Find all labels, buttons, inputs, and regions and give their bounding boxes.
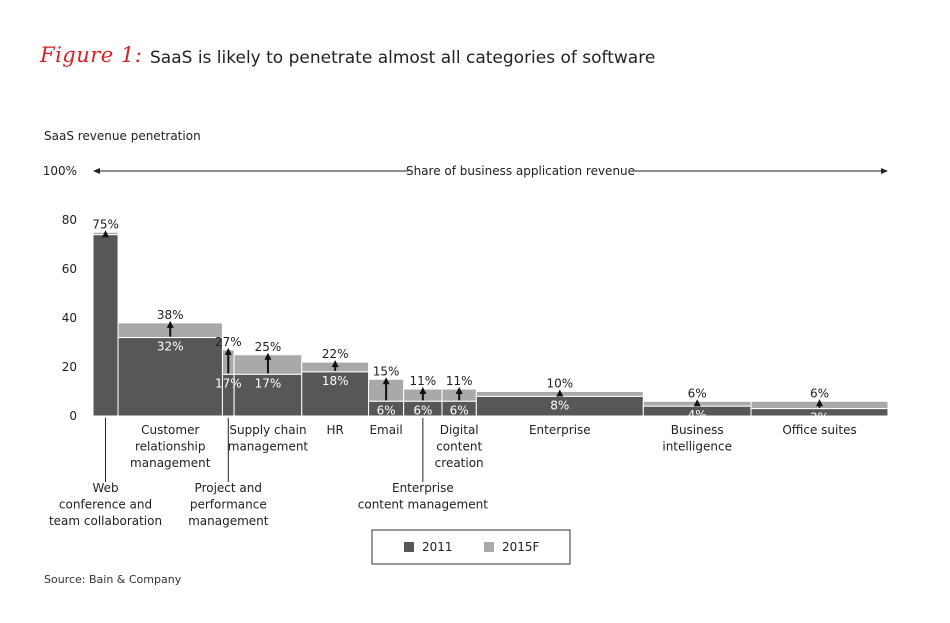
data-label-2011: 6% — [413, 403, 432, 417]
category-label: creation — [435, 456, 484, 470]
y-tick-label: 80 — [62, 213, 77, 227]
category-label: management — [228, 440, 309, 454]
growth-arrow-head — [102, 230, 110, 238]
category-label: Enterprise — [392, 481, 454, 495]
bar-2011-segment — [301, 371, 370, 417]
category-label: management — [188, 514, 269, 528]
bar-2011-segment — [92, 234, 119, 417]
category-label: content management — [358, 498, 488, 512]
y-tick-label: 20 — [62, 360, 77, 374]
legend-swatch-2011 — [404, 542, 414, 552]
data-label-2015: 25% — [255, 340, 282, 354]
data-label-2011: 8% — [550, 398, 569, 412]
growth-arrow-head — [166, 320, 174, 328]
arrowhead-left — [93, 168, 100, 174]
category-label: content — [436, 440, 482, 454]
growth-arrow-head — [331, 360, 339, 368]
legend: 2011 2015F — [371, 529, 571, 565]
growth-arrow-head — [455, 387, 463, 395]
legend-label-2015: 2015F — [502, 540, 540, 554]
category-label: Business — [671, 423, 724, 437]
y-tick-label: 100% — [43, 164, 77, 178]
data-label-2011: 18% — [322, 374, 349, 388]
growth-arrow-head — [556, 389, 564, 397]
y-tick-label: 0 — [69, 409, 77, 423]
category-label: Enterprise — [529, 423, 591, 437]
data-label-2015: 38% — [157, 308, 184, 322]
data-label-2011: 4% — [688, 408, 707, 422]
legend-label-2011: 2011 — [422, 540, 453, 554]
category-label: performance — [190, 498, 267, 512]
category-label: conference and — [59, 498, 152, 512]
category-label: Web — [92, 481, 118, 495]
y-tick-label: 40 — [62, 311, 77, 325]
bars — [92, 231, 889, 417]
figure-label: Figure 1: — [40, 43, 143, 67]
category-label: Customer — [141, 423, 199, 437]
growth-arrow-head — [264, 352, 272, 360]
data-label-2015: 6% — [810, 386, 829, 400]
data-label-2015: 11% — [446, 374, 473, 388]
category-label: Project and — [195, 481, 262, 495]
data-label-2011: 32% — [157, 340, 184, 354]
data-label-2015: 22% — [322, 347, 349, 361]
data-label-2011: 6% — [450, 403, 469, 417]
legend-box — [371, 529, 571, 565]
growth-arrow-head — [693, 399, 701, 407]
data-label-2015: 10% — [546, 377, 573, 391]
data-labels: 75% 38% 32% 27% 17% 25% 17% 22% 18% 15% 6% 11% 6% 11%… — [92, 217, 829, 424]
x-axis-title: Share of business application revenue — [406, 164, 635, 178]
category-label: management — [130, 456, 211, 470]
category-labels: Web conference and team collaboration Custo… — [49, 418, 857, 528]
category-label: Email — [369, 423, 402, 437]
bar-2011-segment — [750, 408, 889, 417]
data-label-2011: 6% — [377, 403, 396, 417]
data-label-2015: 6% — [688, 386, 707, 400]
category-label: HR — [326, 423, 343, 437]
growth-arrow-head — [382, 377, 390, 385]
y-axis-title: SaaS revenue penetration — [44, 129, 201, 143]
data-label-2011: 3% — [810, 411, 829, 425]
data-label-2015: 15% — [373, 364, 400, 378]
growth-arrow-head — [816, 399, 824, 407]
data-label-2011: 17% — [255, 376, 282, 390]
growth-arrows — [102, 230, 824, 408]
category-label: Office suites — [782, 423, 856, 437]
legend-swatch-2015 — [484, 542, 494, 552]
data-label-2015: 11% — [410, 374, 437, 388]
category-label: relationship — [135, 440, 206, 454]
growth-arrow-head — [224, 347, 232, 355]
category-label: team collaboration — [49, 514, 162, 528]
y-tick-label: 60 — [62, 262, 77, 276]
data-label-2015: 27% — [215, 335, 242, 349]
y-axis: SaaS revenue penetration 0 20 40 60 80 100% Sha… — [43, 129, 888, 423]
growth-arrow-head — [419, 387, 427, 395]
bar-2011-segment — [233, 373, 303, 417]
category-label: intelligence — [662, 440, 732, 454]
category-label: Digital — [440, 423, 479, 437]
source-note: Source: Bain & Company — [44, 573, 182, 586]
data-label-2015: 75% — [92, 217, 119, 231]
arrowhead-right — [881, 168, 888, 174]
data-label-2011: 17% — [215, 376, 242, 390]
category-label: Supply chain — [229, 423, 306, 437]
chart-title: SaaS is likely to penetrate almost all c… — [150, 48, 656, 68]
